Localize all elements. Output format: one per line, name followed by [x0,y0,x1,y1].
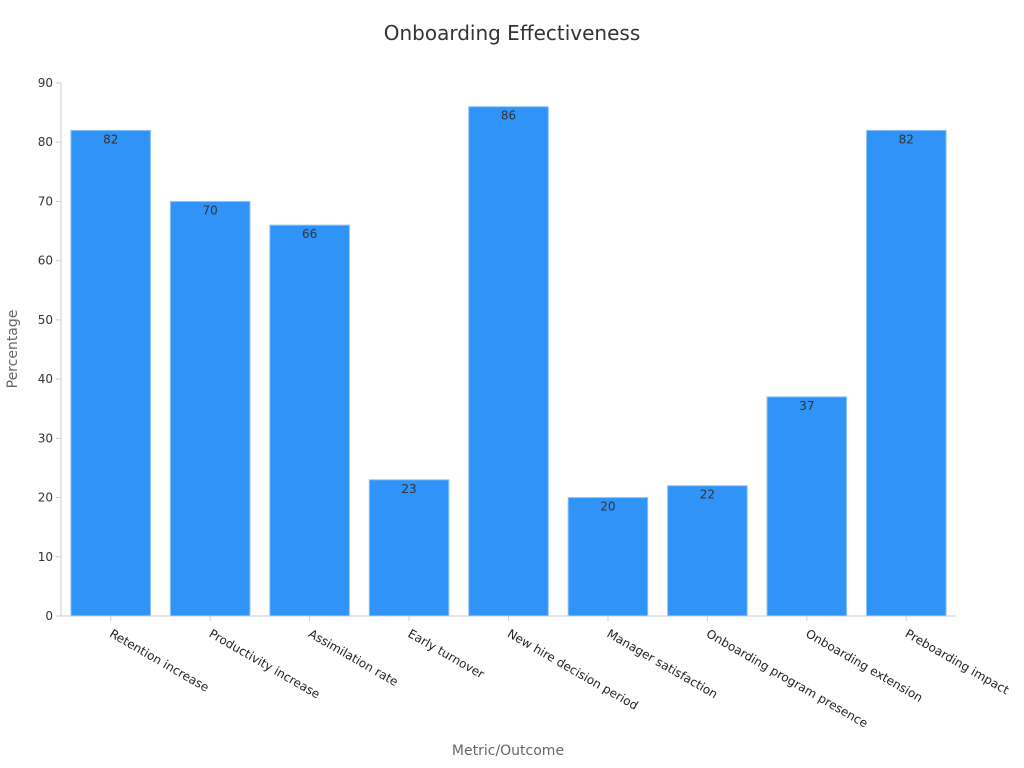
bar-value-label: 82 [899,132,914,146]
bar-value-label: 82 [103,132,118,146]
bar [567,497,649,617]
bar-value-label: 66 [302,227,317,241]
bar [766,396,848,617]
bar-value-label: 86 [501,109,516,123]
y-tick-label: 90 [38,76,53,90]
bar-value-label: 23 [401,482,416,496]
y-axis-title: Percentage [5,310,21,389]
x-tick-label: Assimilation rate [306,626,400,689]
bar [368,479,450,617]
x-tick-label: Early turnover [406,626,487,681]
bar-value-label: 20 [600,500,615,514]
bar [866,129,947,617]
x-axis-title: Metric/Outcome [452,743,564,759]
bar-value-label: 37 [799,399,814,413]
y-tick-label: 10 [38,550,53,564]
bar [269,224,350,617]
x-tick-label: Productivity increase [207,626,323,701]
bar [667,485,748,617]
y-tick-label: 80 [38,135,53,149]
y-axis: 0 10 20 30 40 50 60 70 80 90 [38,76,62,623]
bar [169,200,251,617]
chart-title: Onboarding Effectiveness [384,21,641,45]
x-tick-label: Onboarding program presence [704,626,870,730]
x-tick-label: Preboarding impact [903,626,1012,697]
x-tick-label: Retention increase [107,626,211,694]
y-tick-label: 0 [45,609,53,623]
bar [70,129,151,617]
y-tick-label: 70 [38,194,53,208]
y-tick-label: 30 [38,431,53,445]
bar-value-label: 22 [700,488,715,502]
bar [468,106,549,617]
y-tick-label: 60 [38,254,53,268]
y-tick-label: 20 [38,491,53,505]
y-tick-label: 50 [38,313,53,327]
bar-value-label: 70 [203,203,218,217]
y-tick-label: 40 [38,372,53,386]
bars: 82 70 66 23 86 20 22 37 82 [70,106,947,617]
